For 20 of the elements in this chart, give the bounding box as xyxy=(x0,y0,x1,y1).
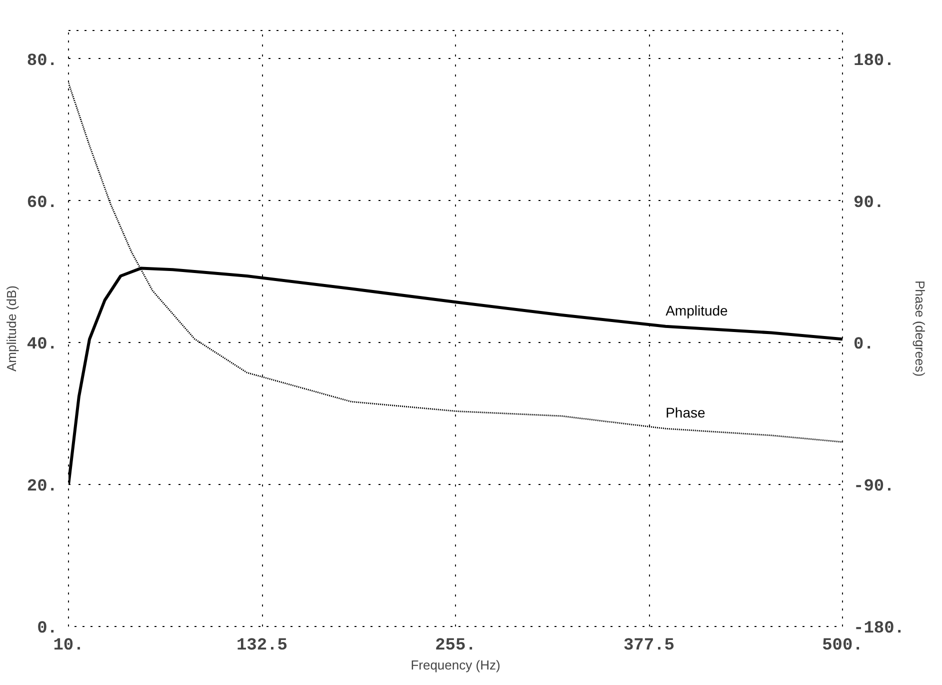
y-tick-label: 0. xyxy=(37,620,58,638)
x-tick-label: 255. xyxy=(435,636,476,656)
y2-tick-label: -180. xyxy=(854,620,905,638)
y-tick-label: 80. xyxy=(26,52,58,71)
x-axis-title: Frequency (Hz) xyxy=(410,658,500,672)
y2-tick-label: 0. xyxy=(854,336,874,355)
series-label: Amplitude xyxy=(666,302,728,318)
y-tick-label: 20. xyxy=(26,478,58,497)
y2-axis-title: Phase (degrees) xyxy=(912,280,928,377)
y2-tick-label: 180. xyxy=(854,52,894,71)
y-tick-label: 60. xyxy=(26,194,58,213)
y-axis-title: Amplitude (dB) xyxy=(4,286,19,372)
y2-tick-label: 90. xyxy=(854,194,884,213)
y2-tick-label: -90. xyxy=(854,478,894,497)
x-tick-label: 377.5 xyxy=(623,636,675,656)
series-label: Phase xyxy=(666,404,706,421)
x-tick-label: 500. xyxy=(822,636,863,656)
y-tick-label: 40. xyxy=(26,336,58,355)
x-tick-label: 132.5 xyxy=(236,636,288,656)
x-tick-label: 10. xyxy=(53,636,84,656)
